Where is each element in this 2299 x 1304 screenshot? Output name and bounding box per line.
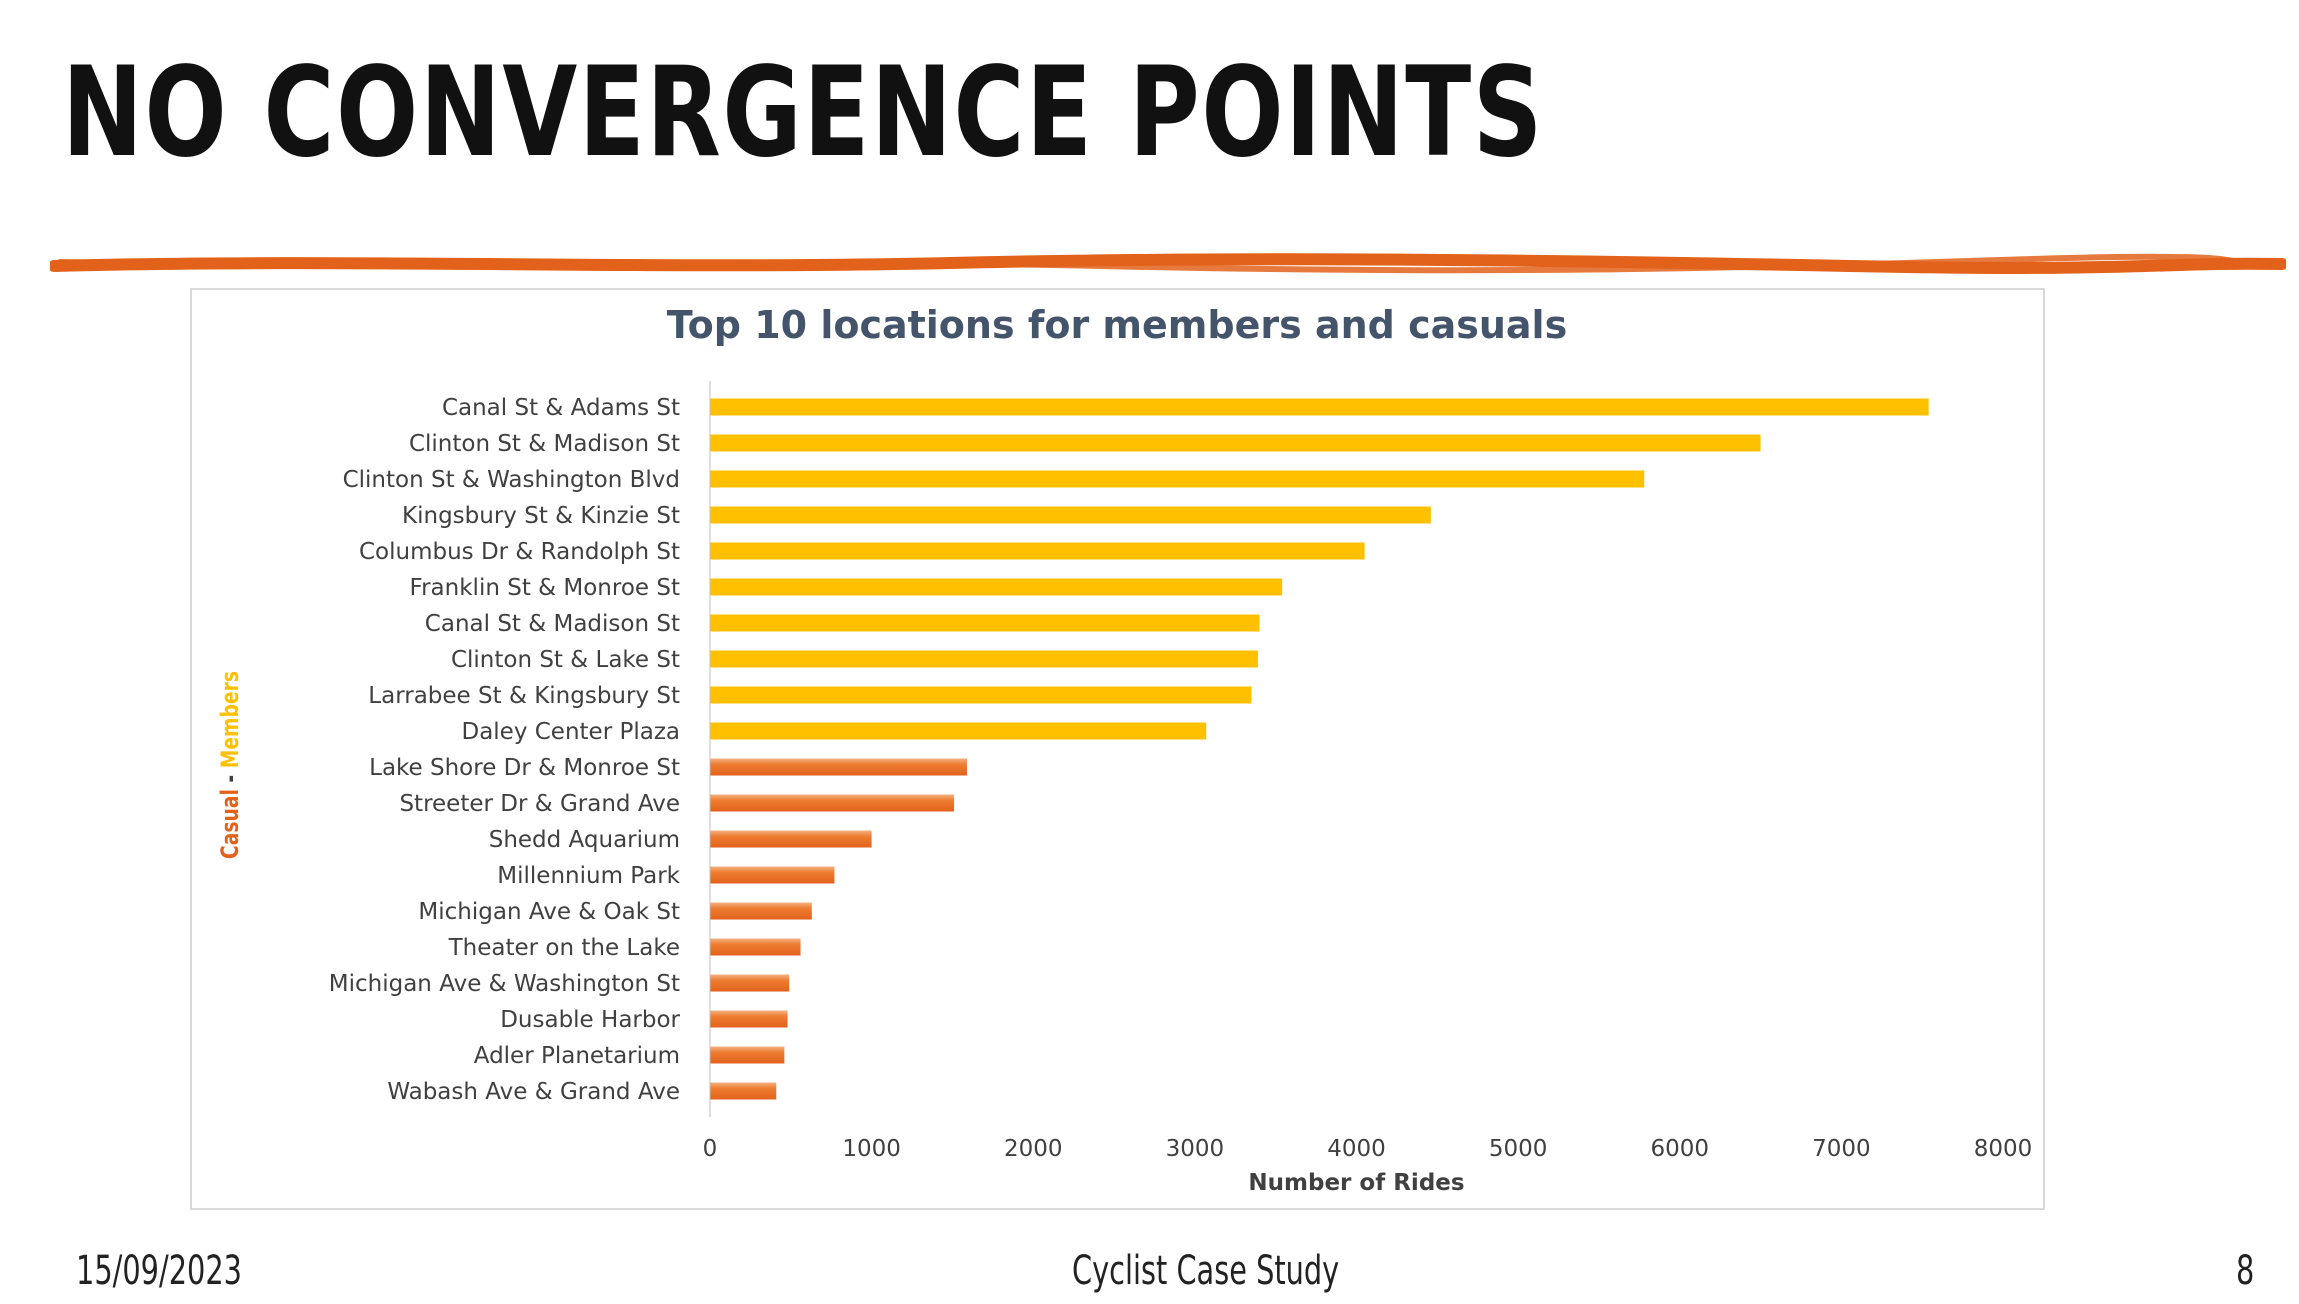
decorative-brush-stroke (50, 253, 2286, 274)
category-label: Dusable Harbor (500, 1007, 680, 1033)
category-label: Canal St & Adams St (442, 395, 680, 421)
y-axis-label-part: - (217, 768, 245, 789)
rides-bar-chart: Top 10 locations for members and casuals… (217, 303, 2033, 1196)
category-label: Michigan Ave & Washington St (329, 971, 680, 997)
bar-casual (710, 758, 967, 776)
slide-title: NO CONVERGENCE POINTS (62, 41, 1544, 185)
x-tick-label: 2000 (1004, 1136, 1063, 1162)
category-label: Larrabee St & Kingsbury St (368, 683, 680, 709)
x-tick-label: 4000 (1327, 1136, 1386, 1162)
category-label: Millennium Park (497, 863, 680, 889)
bar-casual (710, 902, 812, 920)
bar-member (710, 578, 1283, 596)
category-label: Clinton St & Lake St (451, 647, 680, 673)
chart-title: Top 10 locations for members and casuals (667, 303, 1567, 347)
x-tick-label: 1000 (842, 1136, 901, 1162)
footer-title: Cyclist Case Study (1072, 1248, 1340, 1294)
bar-member (710, 434, 1761, 452)
bar-casual (710, 1010, 788, 1028)
category-label: Daley Center Plaza (461, 719, 680, 745)
category-label: Streeter Dr & Grand Ave (399, 791, 680, 817)
y-axis-label: Casual - Members (217, 671, 245, 859)
category-label: Canal St & Madison St (425, 611, 680, 637)
category-label: Theater on the Lake (448, 935, 680, 961)
bar-member (710, 470, 1645, 488)
category-label: Clinton St & Washington Blvd (343, 467, 680, 493)
bar-member (710, 650, 1258, 668)
category-label: Clinton St & Madison St (409, 431, 680, 457)
category-label: Kingsbury St & Kinzie St (402, 503, 680, 529)
x-tick-label: 8000 (1974, 1136, 2033, 1162)
bar-member (710, 614, 1260, 632)
x-axis-label: Number of Rides (1248, 1170, 1464, 1196)
category-label: Lake Shore Dr & Monroe St (369, 755, 680, 781)
bar-member (710, 542, 1365, 560)
category-label: Michigan Ave & Oak St (418, 899, 680, 925)
footer-date: 15/09/2023 (76, 1248, 242, 1294)
category-label: Wabash Ave & Grand Ave (387, 1079, 680, 1105)
y-axis-label-part: Members (217, 671, 245, 768)
x-tick-label: 0 (703, 1136, 718, 1162)
bar-casual (710, 1082, 777, 1100)
page-number: 8 (2236, 1248, 2255, 1294)
bar-member (710, 686, 1252, 704)
bar-casual (710, 938, 801, 956)
bar-casual (710, 866, 835, 884)
category-label: Adler Planetarium (474, 1043, 680, 1069)
chart-area: Top 10 locations for members and casuals… (190, 288, 2045, 1210)
bar-casual (710, 794, 955, 812)
y-axis-label-part: Casual (217, 789, 245, 859)
category-label: Franklin St & Monroe St (410, 575, 680, 601)
bar-casual (710, 830, 872, 848)
x-tick-label: 6000 (1650, 1136, 1709, 1162)
category-label: Shedd Aquarium (489, 827, 680, 853)
bar-casual (710, 1046, 785, 1064)
bar-casual (710, 974, 790, 992)
x-tick-label: 7000 (1812, 1136, 1871, 1162)
bar-member (710, 398, 1929, 416)
bar-member (710, 506, 1431, 524)
bar-member (710, 722, 1207, 740)
x-tick-label: 5000 (1489, 1136, 1548, 1162)
category-label: Columbus Dr & Randolph St (359, 539, 680, 565)
x-tick-label: 3000 (1166, 1136, 1225, 1162)
